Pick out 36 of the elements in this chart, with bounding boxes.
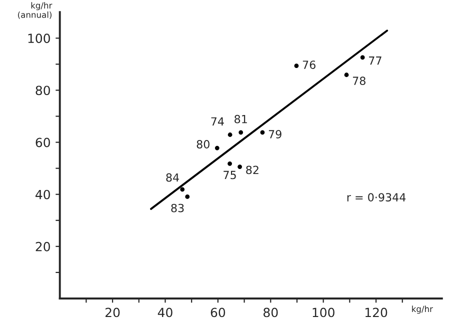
annotation: 79 (268, 130, 282, 138)
x-tick-label: 120 (365, 308, 388, 318)
point (228, 132, 232, 137)
x-tick-label: 60 (210, 308, 226, 318)
annotation: 77 (369, 56, 382, 65)
annotation: 82 (246, 166, 258, 174)
y-tick-label: 40 (36, 190, 50, 200)
point (238, 130, 244, 135)
x-tick-label: 40 (158, 308, 172, 318)
y-tick-label: 20 (36, 242, 50, 252)
point (238, 164, 242, 169)
annotation: r = 0·9344 (347, 193, 406, 202)
y-axis-title: kg/hr (annual) (18, 2, 52, 19)
point (185, 194, 190, 199)
annotation: 84 (166, 173, 179, 182)
point (260, 130, 265, 135)
point (294, 64, 299, 68)
point (180, 187, 185, 192)
x-tick-label: 20 (106, 308, 120, 318)
annotation: 83 (171, 204, 184, 212)
x-axis-title: kg/hr (412, 306, 433, 314)
point (360, 55, 365, 60)
point (228, 161, 232, 166)
annotation: 74 (211, 117, 224, 126)
annotation: 80 (196, 140, 210, 148)
annotation: 81 (234, 114, 247, 124)
point (344, 72, 349, 78)
annotation: 76 (302, 60, 316, 69)
annotation: 78 (352, 76, 366, 86)
annotation: 75 (224, 170, 236, 180)
y-tick-label: 60 (36, 138, 50, 148)
x-tick-label: 100 (312, 308, 334, 318)
y-tick-label: 100 (28, 34, 50, 44)
x-tick-label: 80 (264, 308, 278, 318)
y-tick-label: 80 (36, 86, 50, 96)
point (214, 146, 220, 150)
